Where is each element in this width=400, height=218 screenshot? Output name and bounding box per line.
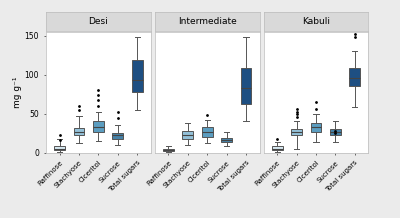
- PathPatch shape: [311, 123, 321, 131]
- PathPatch shape: [182, 131, 193, 139]
- Text: Kabuli: Kabuli: [302, 17, 330, 26]
- Text: Desi: Desi: [88, 17, 108, 26]
- PathPatch shape: [272, 146, 282, 150]
- PathPatch shape: [112, 133, 123, 139]
- PathPatch shape: [54, 146, 65, 150]
- PathPatch shape: [93, 121, 104, 131]
- Y-axis label: mg g⁻¹: mg g⁻¹: [13, 76, 22, 108]
- PathPatch shape: [221, 138, 232, 142]
- PathPatch shape: [163, 149, 174, 151]
- PathPatch shape: [330, 129, 341, 135]
- PathPatch shape: [202, 127, 212, 137]
- PathPatch shape: [291, 129, 302, 135]
- PathPatch shape: [350, 68, 360, 86]
- PathPatch shape: [241, 68, 251, 104]
- PathPatch shape: [132, 60, 142, 92]
- Text: Intermediate: Intermediate: [178, 17, 236, 26]
- PathPatch shape: [74, 128, 84, 135]
